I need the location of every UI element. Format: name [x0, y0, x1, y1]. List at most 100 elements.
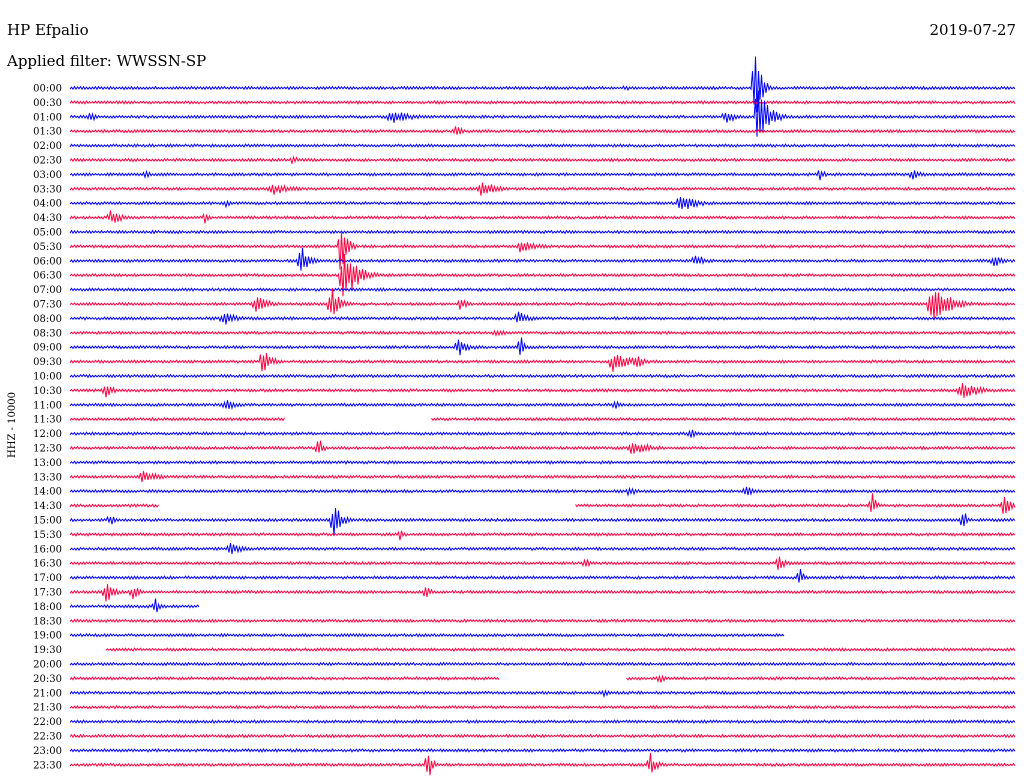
time-tick-label: 14:30 [33, 501, 62, 512]
trace-line [69, 329, 1016, 337]
time-tick-label: 02:30 [33, 156, 62, 167]
time-tick-label: 02:00 [33, 141, 62, 152]
time-tick-label: 21:30 [33, 703, 62, 714]
trace-line [69, 556, 1016, 570]
trace-line [69, 182, 1016, 196]
time-tick-label: 17:00 [33, 573, 62, 584]
time-tick-label: 14:00 [33, 487, 62, 498]
trace-line [69, 169, 1016, 181]
time-tick-label: 07:00 [33, 285, 62, 296]
time-tick-label: 11:00 [33, 400, 62, 411]
time-tick-label: 20:30 [33, 674, 62, 685]
time-tick-label: 00:00 [33, 84, 62, 95]
trace-line [69, 618, 1016, 624]
trace-line [69, 747, 1016, 753]
trace-line [69, 400, 1016, 411]
trace-line [69, 598, 200, 613]
trace-line [69, 287, 1016, 293]
time-tick-label: 19:30 [33, 645, 62, 656]
trace-line [69, 288, 1016, 319]
time-tick-label: 07:30 [33, 300, 62, 311]
time-tick-label: 09:00 [33, 343, 62, 354]
time-tick-label: 22:30 [33, 732, 62, 743]
trace-line [105, 647, 1016, 653]
trace-line [69, 493, 1016, 514]
trace-line [69, 99, 1016, 105]
trace-line [69, 689, 1016, 699]
trace-line [69, 337, 1016, 356]
time-tick-label: 15:00 [33, 516, 62, 527]
trace-line [69, 429, 1016, 439]
trace-line [69, 311, 1016, 325]
trace-line [69, 155, 1016, 164]
time-tick-label: 12:30 [33, 444, 62, 455]
time-tick-labels: 00:00 00:30 01:00 01:30 02:00 02:30 03:00 03:30… [33, 84, 62, 772]
trace-line [69, 584, 1016, 602]
time-tick-label: 15:30 [33, 530, 62, 541]
trace-line [69, 383, 1016, 398]
time-tick-label: 13:30 [33, 472, 62, 483]
trace-line [69, 373, 1016, 379]
time-tick-label: 04:30 [33, 213, 62, 224]
time-tick-label: 23:30 [33, 760, 62, 771]
time-tick-label: 23:00 [33, 746, 62, 757]
trace-line [69, 569, 1016, 583]
time-tick-label: 16:00 [33, 544, 62, 555]
trace-line [69, 232, 1016, 270]
time-tick-label: 04:00 [33, 199, 62, 210]
trace-line [69, 632, 785, 638]
trace-line [69, 460, 1016, 465]
time-tick-label: 08:00 [33, 314, 62, 325]
y-axis-label: HHZ - 10000 [7, 392, 18, 458]
trace-line [69, 674, 1016, 683]
time-tick-label: 19:00 [33, 631, 62, 642]
trace-line [69, 543, 1016, 554]
time-tick-label: 06:00 [33, 256, 62, 267]
station-title: HP Efpalio [7, 21, 89, 39]
trace-line [69, 733, 1016, 739]
trace-line [69, 56, 1016, 113]
trace-line [69, 471, 1016, 482]
trace-line [69, 752, 1016, 776]
trace-line [69, 126, 1016, 135]
trace-line [69, 229, 1016, 235]
time-tick-label: 01:00 [33, 112, 62, 123]
trace-line [69, 530, 1016, 541]
trace-line [69, 353, 1016, 372]
time-tick-label: 16:30 [33, 559, 62, 570]
trace-line [69, 416, 1016, 422]
trace-line [69, 210, 1016, 224]
trace-group [69, 56, 1016, 776]
date-label: 2019-07-27 [930, 21, 1016, 39]
trace-line [69, 247, 1016, 271]
time-tick-label: 22:00 [33, 717, 62, 728]
time-tick-label: 05:00 [33, 228, 62, 239]
filter-label: Applied filter: WWSSN-SP [6, 52, 206, 70]
time-tick-label: 08:30 [33, 328, 62, 339]
trace-line [69, 719, 1016, 725]
time-tick-label: 10:30 [33, 386, 62, 397]
trace-line [69, 661, 1016, 667]
trace-line [69, 704, 1016, 710]
trace-line [69, 197, 1016, 210]
time-tick-label: 13:00 [33, 458, 62, 469]
time-tick-label: 03:30 [33, 184, 62, 195]
trace-line [69, 143, 1016, 149]
trace-line [69, 440, 1016, 454]
time-tick-label: 18:00 [33, 602, 62, 613]
time-tick-label: 06:30 [33, 271, 62, 282]
time-tick-label: 11:30 [33, 415, 62, 426]
time-tick-label: 18:30 [33, 616, 62, 627]
trace-line [69, 508, 1016, 537]
time-tick-label: 05:30 [33, 242, 62, 253]
time-tick-label: 12:00 [33, 429, 62, 440]
trace-line [69, 253, 1016, 297]
time-tick-label: 09:30 [33, 357, 62, 368]
time-tick-label: 20:00 [33, 660, 62, 671]
time-tick-label: 01:30 [33, 127, 62, 138]
time-tick-label: 21:00 [33, 688, 62, 699]
time-tick-label: 17:30 [33, 588, 62, 599]
time-tick-label: 00:30 [33, 98, 62, 109]
time-tick-label: 10:00 [33, 372, 62, 383]
